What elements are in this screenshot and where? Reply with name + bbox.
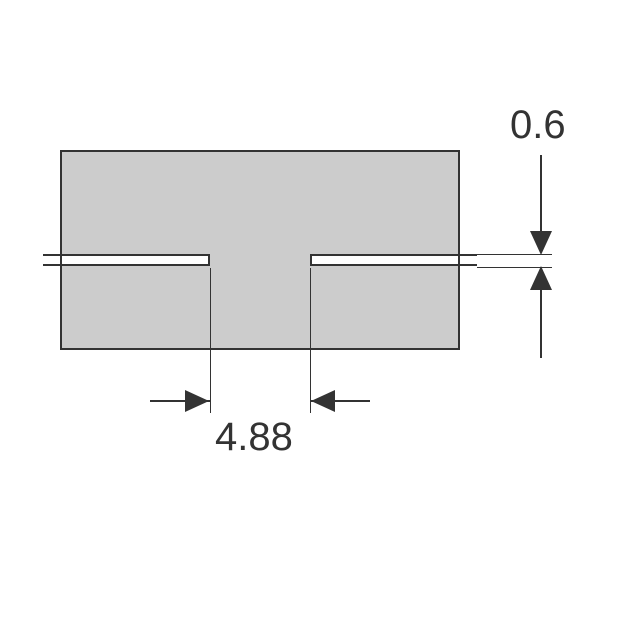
extension-line-left [210, 268, 211, 413]
arrow-right-icon [185, 390, 209, 412]
technical-drawing: 4.88 0.6 [0, 0, 640, 640]
dim-line-thickness-lower [540, 288, 542, 358]
arrow-down-icon [530, 231, 552, 255]
dimension-gap-label: 4.88 [215, 415, 293, 460]
component-body-outline [60, 150, 460, 350]
dim-line-thickness-upper [540, 155, 542, 233]
arrow-left-icon [311, 390, 335, 412]
dimension-thickness-label: 0.6 [510, 103, 566, 148]
arrow-up-icon [530, 266, 552, 290]
